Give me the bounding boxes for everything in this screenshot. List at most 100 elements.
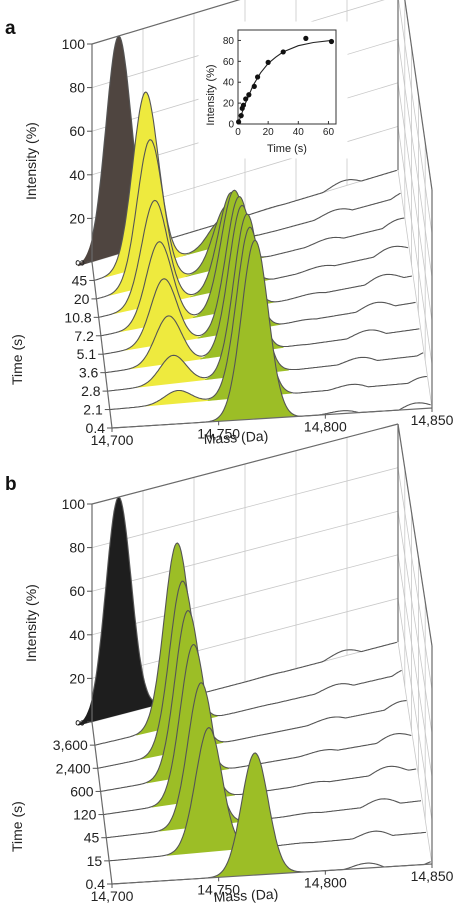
y-tick-label: 20 <box>74 291 90 307</box>
series-group <box>78 496 431 885</box>
x-tick-label: 14,800 <box>304 419 347 435</box>
z-tick-label: 40 <box>69 627 85 643</box>
axes-frame <box>91 423 433 885</box>
x-tick-labels: 14,700 14,750 14,800 14,850 <box>91 408 453 448</box>
inset-point <box>255 74 261 80</box>
gridline <box>397 467 433 690</box>
spectrum-trace <box>97 580 407 769</box>
inset-point <box>238 113 244 119</box>
spectrum-peak <box>135 390 220 408</box>
inset-y-tick-label: 60 <box>223 57 235 68</box>
gridline <box>397 598 433 821</box>
panel-label: a <box>5 18 16 39</box>
z-axis-title: Intensity (%) <box>23 584 39 662</box>
y-tick-label: 7.2 <box>74 328 94 344</box>
inset-point <box>246 92 252 98</box>
frame-top-back <box>91 423 399 505</box>
spectrum-trace <box>91 496 397 704</box>
gridline <box>397 126 433 365</box>
x-tick-label: 14,700 <box>91 888 134 904</box>
panel-b-svg: b 20 40 60 80 100 ∞ 3,600 2,400 600 120 45 15 0.4 1… <box>5 423 453 905</box>
z-tick-label: 60 <box>69 583 85 599</box>
gridline <box>398 0 433 234</box>
y-tick-labels: ∞ 45 20 10.8 7.2 5.1 3.6 2.8 2.1 0.4 <box>64 254 112 436</box>
spectrum-peak <box>78 497 159 726</box>
inset-point <box>251 83 257 89</box>
spectrum-peak <box>122 278 206 351</box>
y-tick-label: 45 <box>84 830 100 846</box>
inset-point <box>236 119 242 125</box>
x-axis-title: Mass (Da) <box>213 886 278 905</box>
inset-x-tick-label: 60 <box>323 127 335 138</box>
y-axis-line <box>91 261 113 429</box>
z-tick-label: 20 <box>69 670 85 686</box>
x-axis-line <box>111 407 433 429</box>
z-tick-label: 80 <box>69 540 85 556</box>
frame-top-back <box>91 0 241 45</box>
inset-point <box>240 102 247 108</box>
inset-x-tick-label: 0 <box>235 127 241 138</box>
inset-point <box>303 35 309 41</box>
panel-a-svg: a 20 40 60 80 100 ∞ 45 20 10.8 7.2 5.1 3.6 2.8 2.1 0.… <box>5 0 453 448</box>
x-axis-title: Mass (Da) <box>203 428 268 447</box>
y-tick-label: ∞ <box>75 254 85 270</box>
inset-point <box>265 59 271 65</box>
frame-top-right <box>404 0 433 191</box>
x-axis-line <box>111 863 433 885</box>
y-tick-label: 3.6 <box>79 365 99 381</box>
z-tick-labels: 20 40 60 80 100 <box>62 496 92 686</box>
z-tick-labels: 20 40 60 80 100 <box>62 36 92 226</box>
spectrum-peak <box>126 315 211 370</box>
z-tick-label: 80 <box>69 80 85 96</box>
x-tick-label: 14,750 <box>197 425 240 441</box>
inset-x-title: Time (s) <box>267 143 307 155</box>
y-tick-label: 10.8 <box>64 309 91 325</box>
gridline <box>397 82 433 321</box>
inset-x-tick-label: 20 <box>263 127 275 138</box>
y-tick-label: 0.4 <box>86 420 106 436</box>
y-tick-label: 5.1 <box>77 346 97 362</box>
z-tick-label: 20 <box>69 210 85 226</box>
x-tick-label: 14,750 <box>197 881 240 897</box>
y-tick-label: 0.4 <box>86 876 106 892</box>
inset-chart: 0 20 40 60 0 20 40 60 80 Intensity (%) Time (s) <box>198 21 348 159</box>
panel-a-chart: a 20 40 60 80 100 ∞ 45 20 10.8 7.2 5.1 3.6 2.8 2.1 0.… <box>5 0 453 448</box>
x-tick-label: 14,700 <box>91 432 134 448</box>
y-tick-label: 3,600 <box>53 737 88 753</box>
inset-point <box>280 49 286 55</box>
inset-y-tick-label: 0 <box>228 120 234 131</box>
gridline <box>397 169 433 409</box>
z-tick-label: 40 <box>69 167 85 183</box>
x-tick-label: 14,800 <box>304 875 347 891</box>
frame-top-right <box>397 423 433 647</box>
z-tick-label: 60 <box>69 123 85 139</box>
inset-plot: 0 20 40 60 0 20 40 60 80 <box>223 29 337 138</box>
panel-b-chart: b 20 40 60 80 100 ∞ 3,600 2,400 600 120 45 15 0.4 1… <box>0 423 453 917</box>
inset-background <box>198 21 348 159</box>
inset-y-tick-label: 80 <box>223 36 235 47</box>
gridline <box>397 641 433 865</box>
z-tick-label: 100 <box>62 36 86 52</box>
series-group <box>78 35 431 429</box>
inset-y-tick-label: 20 <box>223 99 235 110</box>
y-tick-label: 2,400 <box>56 760 91 776</box>
z-axis-title: Intensity (%) <box>23 122 39 200</box>
x-tick-labels: 14,700 14,750 14,800 14,850 <box>91 864 453 904</box>
y-tick-label: 600 <box>70 783 94 799</box>
spectrum-peak <box>212 240 298 422</box>
gridline <box>397 554 433 777</box>
gridline <box>397 39 433 278</box>
y-axis-title: Time (s) <box>9 334 25 385</box>
inset-x-tick-label: 40 <box>293 127 305 138</box>
spectrum-peak <box>166 727 251 856</box>
y-tick-label: ∞ <box>75 714 85 730</box>
y-axis-title: Time (s) <box>9 801 25 852</box>
y-tick-label: 15 <box>87 853 103 869</box>
panel-label: b <box>5 474 17 495</box>
x-tick-label: 14,850 <box>411 412 453 428</box>
x-tick-label: 14,850 <box>411 868 453 884</box>
inset-frame <box>237 29 337 125</box>
inset-point <box>328 38 335 45</box>
z-tick-label: 100 <box>62 496 86 512</box>
inset-y-tick-label: 40 <box>223 78 235 89</box>
